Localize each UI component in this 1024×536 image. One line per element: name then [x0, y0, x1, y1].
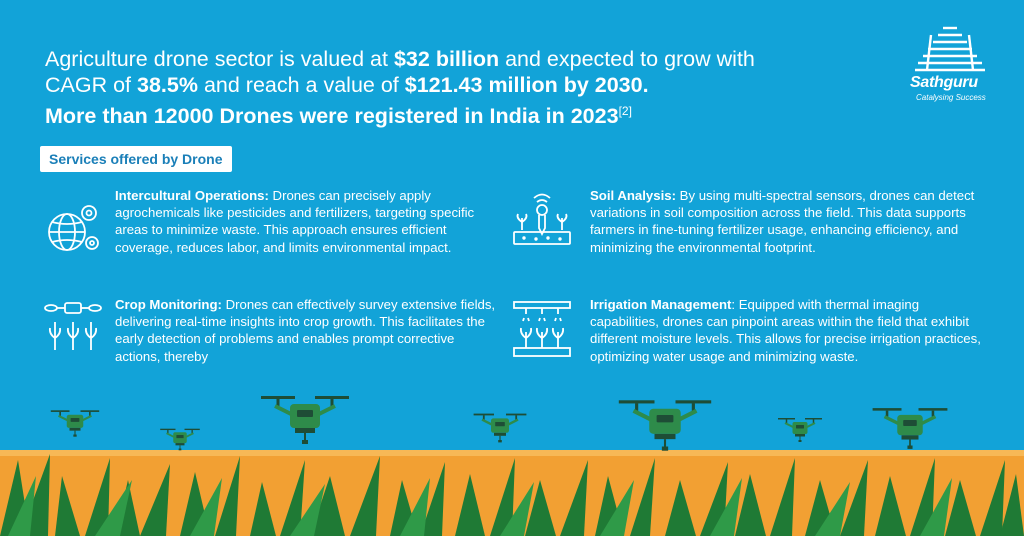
service-crop-monitoring: Crop Monitoring: Drones can effectively … — [115, 296, 500, 365]
headline: Agriculture drone sector is valued at $3… — [45, 46, 845, 129]
service-name: Crop Monitoring: — [115, 297, 222, 312]
services-label: Services offered by Drone — [40, 146, 232, 172]
drone-icon — [777, 417, 823, 443]
service-text: By using multi-spectral sensors, drones … — [590, 188, 975, 255]
drone-icon — [159, 427, 201, 452]
service-intercultural-operations: Intercultural Operations: Drones can pre… — [115, 187, 500, 256]
service-irrigation-management: Irrigation Management: Equipped with the… — [590, 296, 990, 365]
service-soil-analysis: Soil Analysis: By using multi-spectral s… — [590, 187, 985, 256]
drone-icon — [619, 400, 711, 450]
service-name: Irrigation Management — [590, 297, 732, 312]
logo-name: Sathguru — [910, 74, 978, 91]
irrigation-icon — [513, 301, 571, 357]
drone-field-illustration — [0, 394, 1024, 536]
globe-gear-icon — [48, 205, 99, 251]
logo-tagline: Catalysing Success — [916, 93, 986, 102]
soil-sensor-icon — [513, 193, 571, 245]
service-name: Soil Analysis: — [590, 188, 676, 203]
service-name: Intercultural Operations: — [115, 188, 269, 203]
headline-line-1: Agriculture drone sector is valued at $3… — [45, 47, 755, 71]
drone-icon — [472, 412, 528, 444]
headline-line-2: CAGR of 38.5% and reach a value of $121.… — [45, 73, 649, 97]
drone-icon — [870, 406, 950, 451]
crop-monitor-icon — [44, 302, 102, 350]
service-text: Drones can effectively survey extensive … — [115, 297, 496, 364]
service-text: Drones can precisely apply agrochemicals… — [115, 188, 475, 255]
sathguru-logo-icon — [915, 26, 985, 72]
service-text: : Equipped with thermal imaging capabili… — [590, 297, 981, 364]
drone-icon — [49, 409, 101, 438]
headline-line-3: More than 12000 Drones were registered i… — [45, 104, 632, 128]
drone-icon — [259, 394, 351, 446]
